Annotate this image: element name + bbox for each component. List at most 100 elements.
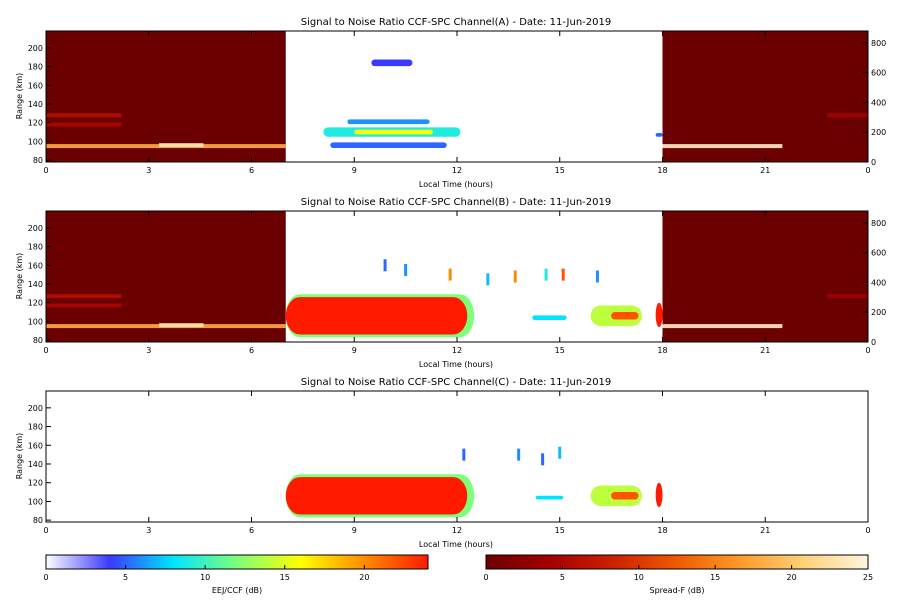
x-tick-label: 6 [249,526,254,535]
y2-tick-label: 800 [871,39,886,48]
scatter-echo [595,270,599,283]
night-echo [159,143,204,148]
panel-title: Signal to Noise Ratio CCF-SPC Channel(A)… [301,17,611,28]
scatter-echo [561,268,565,281]
y2-tick-label: 400 [871,278,886,287]
colorbar-tick-label: 15 [280,573,290,582]
y-tick-label: 140 [28,100,43,109]
x-tick-label: 6 [249,166,254,175]
scatter-echo [517,448,521,461]
scatter-echo [383,259,387,272]
x-tick-label: 21 [760,166,770,175]
y-tick-label: 180 [28,243,43,252]
x-tick-label: 0 [43,526,48,535]
y2-tick-label: 800 [871,219,886,228]
colorbar-tick-label: 15 [710,573,720,582]
x-axis-label: Local Time (hours) [419,540,493,549]
night-echo [826,294,868,299]
x-tick-label: 21 [760,346,770,355]
y2-tick-label: 0 [871,158,876,167]
x-axis-label: Local Time (hours) [419,360,493,369]
x-tick-label: 15 [555,166,565,175]
x-tick-label: 15 [555,346,565,355]
day-echo [611,312,639,320]
y2-tick-label: 200 [871,308,886,317]
y-tick-label: 160 [28,81,43,90]
colorbar-eej-ramp [45,554,429,570]
day-echo [330,142,447,148]
night-echo [46,303,122,308]
y2-tick-label: 200 [871,128,886,137]
night-echo [46,122,122,127]
x-tick-label: 12 [452,166,462,175]
spread-f-block [46,31,286,162]
colorbar-tick-label: 5 [123,573,128,582]
y-tick-label: 180 [28,63,43,72]
x-tick-label: 0 [865,346,870,355]
x-tick-label: 3 [146,526,151,535]
colorbar-eej-label: EEJ/CCF (dB) [212,586,262,595]
panel-title: Signal to Noise Ratio CCF-SPC Channel(C)… [301,377,612,388]
y-tick-label: 120 [28,479,43,488]
scatter-echo [544,268,548,281]
y-axis-label: Range (km) [15,253,24,300]
y-axis-label: Range (km) [15,73,24,120]
scatter-echo [558,446,562,459]
scatter-echo [448,268,452,281]
y-tick-label: 160 [28,441,43,450]
scatter-echo [462,448,466,461]
y-tick-label: 100 [28,317,43,326]
night-echo [662,144,783,149]
night-echo [159,323,204,328]
x-tick-label: 0 [43,346,48,355]
panel-title: Signal to Noise Ratio CCF-SPC Channel(B)… [301,197,611,208]
night-echo [662,324,783,329]
day-echo [285,297,468,335]
colorbar-tick-label: 20 [359,573,369,582]
day-echo [611,492,639,500]
y-tick-label: 80 [33,156,43,165]
x-tick-label: 0 [43,166,48,175]
colorbar-tick-label: 0 [483,573,488,582]
colorbar-tick-label: 5 [560,573,565,582]
y-tick-label: 200 [28,44,43,53]
night-echo [46,294,122,299]
colorbar-tick-label: 25 [863,573,873,582]
x-tick-label: 9 [352,346,357,355]
x-tick-label: 6 [249,346,254,355]
spread-f-block [662,31,868,162]
day-echo [354,129,434,135]
spread-f-block [46,211,286,342]
day-echo [371,59,413,67]
night-echo [46,113,122,118]
colorbar-spread-f: Spread-F (dB) 0 5 10 15 20 25 [483,554,873,595]
x-tick-label: 12 [452,346,462,355]
x-tick-label: 3 [146,346,151,355]
colorbar-tick-label: 0 [43,573,48,582]
colorbar-eej: EEJ/CCF (dB) 0 5 10 15 20 [43,554,429,595]
y-tick-label: 200 [28,404,43,413]
x-tick-label: 18 [657,346,667,355]
night-echo [826,113,868,118]
y-axis-label: Range (km) [15,433,24,480]
y-tick-label: 80 [33,516,43,525]
y-tick-label: 160 [28,261,43,270]
y2-tick-label: 400 [871,98,886,107]
y2-tick-label: 600 [871,69,886,78]
y2-tick-label: 0 [871,338,876,347]
colorbar-spread-f-ramp [485,554,869,570]
y-tick-label: 100 [28,497,43,506]
y-tick-label: 140 [28,280,43,289]
day-echo [655,482,663,508]
x-tick-label: 9 [352,166,357,175]
day-echo [535,495,564,500]
y-tick-label: 120 [28,299,43,308]
day-echo [347,119,430,125]
y-tick-label: 80 [33,336,43,345]
day-echo [655,302,663,328]
colorbar-tick-label: 10 [200,573,210,582]
x-tick-label: 0 [865,166,870,175]
day-echo [655,132,663,137]
panel-channel-b: Signal to Noise Ratio CCF-SPC Channel(B)… [15,197,886,369]
x-tick-label: 9 [352,526,357,535]
